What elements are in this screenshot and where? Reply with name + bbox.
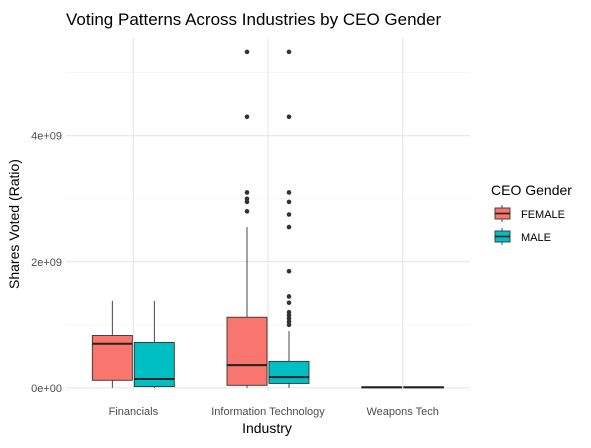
box-iqr bbox=[226, 316, 268, 386]
x-tick-label: Financials bbox=[109, 406, 159, 418]
box-iqr bbox=[268, 360, 310, 384]
x-tick-label: Weapons Tech bbox=[366, 406, 438, 418]
outlier-point bbox=[244, 209, 250, 214]
y-tick-label: 4e+09 bbox=[31, 131, 62, 143]
outlier-point bbox=[286, 309, 292, 315]
outlier-point bbox=[286, 319, 292, 324]
outlier-point bbox=[286, 300, 292, 306]
outlier-point bbox=[286, 49, 292, 55]
outlier-point bbox=[286, 316, 292, 321]
legend-entry-female: FEMALE bbox=[494, 205, 565, 222]
y-axis-title: Shares Voted (Ratio) bbox=[6, 159, 22, 289]
outlier-point bbox=[286, 224, 292, 230]
outlier-point bbox=[286, 212, 292, 217]
x-axis-ticks: Financials Information Technology Weapons … bbox=[109, 406, 439, 418]
chart-title: Voting Patterns Across Industries by CEO… bbox=[66, 10, 441, 29]
outlier-point bbox=[286, 199, 292, 205]
outlier-point bbox=[286, 114, 292, 120]
outlier-point bbox=[286, 190, 292, 195]
outlier-point bbox=[286, 268, 292, 274]
box-female-weapons-tech bbox=[361, 386, 403, 389]
box-female-financials bbox=[91, 300, 133, 388]
outlier-point bbox=[286, 313, 292, 318]
outlier-point bbox=[244, 190, 250, 195]
x-tick-label: Information Technology bbox=[211, 406, 325, 418]
legend-label: FEMALE bbox=[521, 209, 565, 221]
legend-title: CEO Gender bbox=[491, 182, 572, 198]
grid-lines bbox=[66, 38, 470, 391]
box-male-information-technology bbox=[268, 49, 310, 388]
box-female-information-technology bbox=[226, 49, 268, 388]
outlier-point bbox=[244, 199, 250, 205]
y-tick-label: 0e+00 bbox=[31, 383, 62, 395]
box-male-financials bbox=[133, 300, 175, 388]
outlier-point bbox=[286, 294, 292, 299]
outlier-point bbox=[244, 114, 250, 120]
box-iqr bbox=[91, 335, 133, 381]
y-axis-ticks: 0e+00 2e+09 4e+09 bbox=[31, 131, 62, 395]
outlier-point bbox=[244, 196, 250, 202]
y-tick-label: 2e+09 bbox=[31, 257, 62, 269]
legend-label: MALE bbox=[521, 232, 551, 244]
box-layer bbox=[91, 49, 445, 389]
x-axis-title: Industry bbox=[242, 420, 292, 436]
legend: CEO Gender FEMALE MALE bbox=[491, 182, 572, 245]
outlier-point bbox=[244, 49, 250, 55]
box-male-weapons-tech bbox=[403, 386, 445, 389]
outlier-point bbox=[286, 322, 292, 328]
legend-entry-male: MALE bbox=[494, 228, 551, 245]
